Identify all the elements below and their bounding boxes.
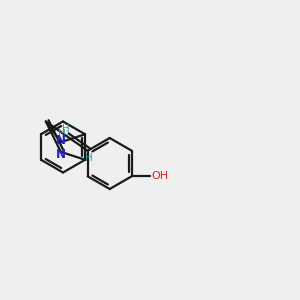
- Text: H: H: [62, 124, 70, 134]
- Text: N: N: [56, 148, 66, 161]
- Text: H: H: [58, 129, 65, 139]
- Text: N: N: [56, 134, 65, 146]
- Text: OH: OH: [151, 171, 168, 181]
- Text: H: H: [85, 153, 92, 163]
